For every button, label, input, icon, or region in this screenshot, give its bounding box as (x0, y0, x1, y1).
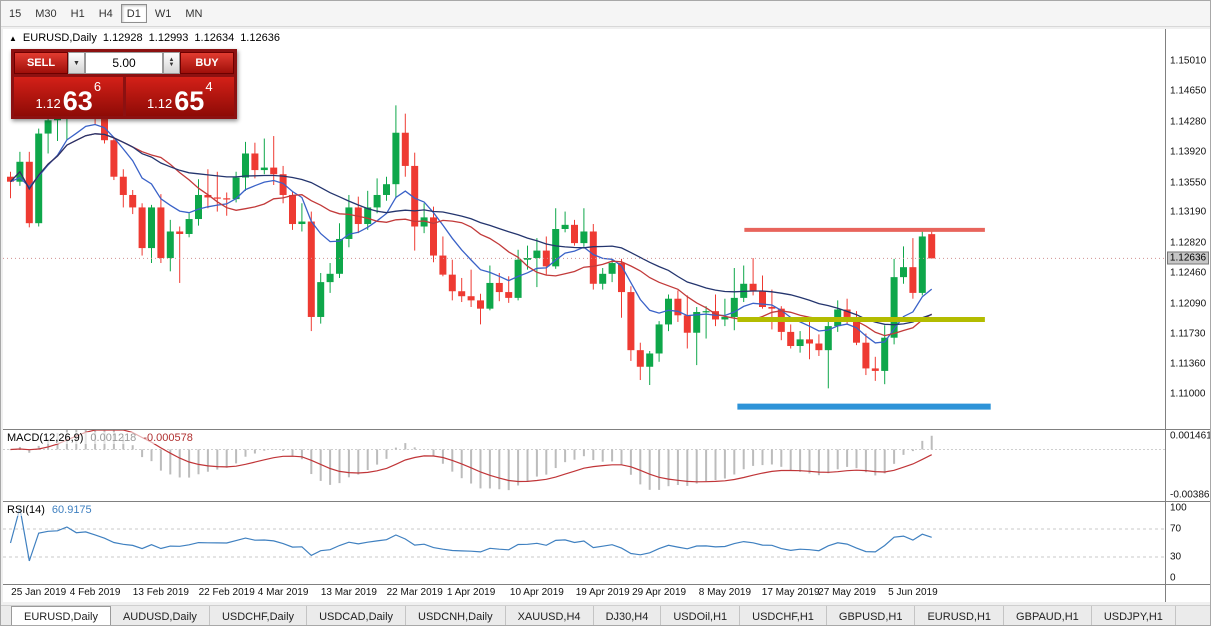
volume-dropdown-button[interactable]: ▼ (68, 52, 85, 74)
price-axis-label: 1.11360 (1170, 358, 1206, 370)
price-axis: 1.12636 1.15010 1.14650 1.14280 1.13920 1.13… (1165, 29, 1210, 602)
buy-price-fraction: 4 (205, 79, 213, 94)
macd-scale-label: -0.003869 (1170, 489, 1211, 501)
chart-tabs-bar: EURUSD,Daily AUDUSD,Daily USDCHF,Daily USDC… (1, 605, 1210, 625)
price-axis-label: 1.13920 (1170, 146, 1207, 158)
buy-button[interactable]: BUY (180, 52, 234, 74)
price-axis-label: 1.13190 (1170, 206, 1207, 218)
timeframe-button-mn[interactable]: MN (179, 4, 208, 23)
buy-price-pips: 65 (174, 86, 205, 116)
ohlc-close: 1.12636 (240, 32, 280, 44)
timeframe-button-h1[interactable]: H1 (65, 4, 91, 23)
sell-button[interactable]: SELL (14, 52, 68, 74)
rsi-name: RSI(14) (7, 504, 45, 516)
date-tick-label: 4 Feb 2019 (69, 587, 121, 598)
chart-tab-gbpaud-h1[interactable]: GBPAUD,H1 (1004, 606, 1092, 625)
chart-window: ▲ EURUSD,Daily 1.12928 1.12993 1.12634 1… (3, 29, 1210, 602)
candlestick-chart[interactable] (3, 29, 1165, 429)
chart-tab-usdoil-h1[interactable]: USDOil,H1 (661, 606, 741, 625)
chart-symbol-period: EURUSD,Daily (22, 32, 97, 44)
price-chart-pane[interactable]: ▲ EURUSD,Daily 1.12928 1.12993 1.12634 1… (3, 29, 1165, 429)
chart-tab-gbpusd-h1[interactable]: GBPUSD,H1 (827, 606, 916, 625)
chart-tab-usdcad-daily[interactable]: USDCAD,Daily (307, 606, 407, 625)
sell-price-display[interactable]: 1.12 63 6 (14, 77, 123, 116)
chart-tab-usdchf-daily[interactable]: USDCHF,Daily (210, 606, 308, 625)
sell-price-bigfigure: 1.12 (35, 96, 61, 111)
spinner-up-icon: ▲ (168, 57, 175, 63)
date-tick-label: 22 Feb 2019 (198, 587, 255, 598)
rsi-scale-label: 100 (1170, 502, 1187, 514)
price-axis-label: 1.12090 (1170, 298, 1207, 310)
price-axis-label: 1.12820 (1170, 237, 1207, 249)
timeframe-button-d1[interactable]: D1 (120, 4, 147, 23)
macd-signal-value: -0.000578 (143, 432, 193, 444)
rsi-chart[interactable] (3, 502, 1165, 584)
price-axis-label: 1.14280 (1170, 116, 1207, 128)
pane-separator[interactable] (3, 429, 1210, 430)
timeframe-button-w1[interactable]: W1 (149, 4, 178, 23)
ohlc-open: 1.12928 (102, 32, 143, 44)
price-axis-label: 1.13550 (1170, 177, 1207, 189)
rsi-scale-label: 0 (1170, 572, 1176, 584)
rsi-scale-label: 70 (1170, 523, 1182, 535)
date-tick-label: 5 Jun 2019 (888, 587, 938, 598)
chart-tab-usdchf-h1[interactable]: USDCHF,H1 (740, 606, 827, 625)
timeframe-button-15[interactable]: 15 (3, 4, 27, 23)
volume-spinner[interactable]: ▲ ▼ (163, 52, 180, 74)
chart-title: ▲ EURUSD,Daily 1.12928 1.12993 1.12634 1… (9, 32, 280, 44)
macd-main-value: 0.001218 (90, 432, 137, 444)
macd-pane[interactable]: MACD(12,26,9) 0.001218 -0.000578 (3, 430, 1165, 501)
date-tick-label: 1 Apr 2019 (446, 587, 496, 598)
chart-tab-eurusd-h1[interactable]: EURUSD,H1 (915, 606, 1005, 625)
date-tick-label: 10 Apr 2019 (509, 587, 564, 598)
ohlc-high: 1.12993 (148, 32, 189, 44)
sell-price-fraction: 6 (93, 79, 102, 94)
chevron-down-icon: ▼ (73, 59, 80, 67)
timeframe-button-m30[interactable]: M30 (29, 4, 62, 23)
volume-input[interactable]: 5.00 (85, 52, 163, 74)
rsi-value: 60.9175 (51, 504, 92, 516)
chart-tab-xauusd-h4[interactable]: XAUUSD,H4 (506, 606, 594, 625)
price-axis-label: 1.11000 (1170, 388, 1206, 400)
buy-price-display[interactable]: 1.12 65 4 (125, 77, 234, 116)
date-tick-label: 4 Mar 2019 (257, 587, 309, 598)
date-tick-label: 27 May 2019 (818, 587, 876, 598)
pane-separator[interactable] (3, 501, 1210, 502)
date-tick-label: 22 Mar 2019 (386, 587, 443, 598)
price-axis-label: 1.15010 (1170, 55, 1207, 67)
timeframe-button-h4[interactable]: H4 (93, 4, 119, 23)
price-axis-label: 1.11730 (1170, 328, 1206, 340)
macd-name: MACD(12,26,9) (7, 432, 84, 444)
pane-separator[interactable] (3, 584, 1210, 585)
chart-tab-usdcnh-daily[interactable]: USDCNH,Daily (406, 606, 506, 625)
current-price-tag: 1.12636 (1167, 251, 1209, 265)
rsi-pane[interactable]: RSI(14) 60.9175 (3, 502, 1165, 584)
price-axis-label: 1.12460 (1170, 267, 1207, 279)
date-tick-label: 13 Mar 2019 (320, 587, 377, 598)
up-triangle-icon: ▲ (9, 34, 17, 43)
spinner-down-icon: ▼ (168, 62, 175, 68)
date-tick-label: 19 Apr 2019 (575, 587, 630, 598)
rsi-label: RSI(14) 60.9175 (7, 504, 92, 516)
macd-label: MACD(12,26,9) 0.001218 -0.000578 (7, 432, 193, 444)
date-tick-label: 29 Apr 2019 (632, 587, 687, 598)
one-click-trading-panel: SELL ▼ 5.00 ▲ ▼ BUY 1.12 63 6 (11, 49, 237, 119)
ohlc-low: 1.12634 (194, 32, 235, 44)
chart-tab-dj30-h4[interactable]: DJ30,H4 (594, 606, 662, 625)
timeframe-toolbar: 15 M30 H1 H4 D1 W1 MN (1, 1, 1210, 27)
date-tick-label: 17 May 2019 (761, 587, 820, 598)
buy-price-bigfigure: 1.12 (146, 96, 173, 111)
sell-price-pips: 63 (62, 86, 93, 116)
date-tick-label: 25 Jan 2019 (11, 587, 67, 598)
rsi-scale-label: 30 (1170, 551, 1182, 563)
macd-scale-label: 0.001461 (1170, 430, 1211, 442)
chart-tab-usdjpy-h1[interactable]: USDJPY,H1 (1092, 606, 1176, 625)
date-tick-label: 8 May 2019 (698, 587, 752, 598)
price-axis-label: 1.14650 (1170, 85, 1207, 97)
chart-tab-audusd-daily[interactable]: AUDUSD,Daily (111, 606, 210, 625)
date-tick-label: 13 Feb 2019 (132, 587, 189, 598)
time-axis: 25 Jan 2019 4 Feb 2019 13 Feb 2019 22 Feb 2… (3, 585, 1165, 602)
chart-tab-eurusd-daily[interactable]: EURUSD,Daily (11, 606, 111, 625)
